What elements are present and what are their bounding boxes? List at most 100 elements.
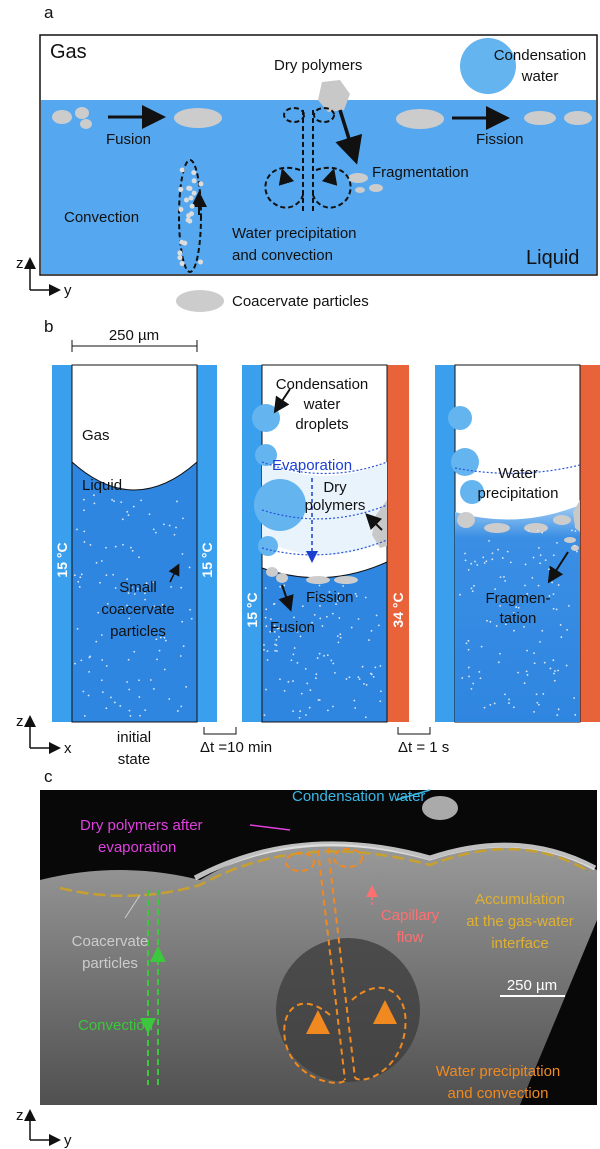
particle (156, 659, 158, 661)
particle (84, 541, 86, 543)
particle (189, 609, 191, 611)
particle (332, 663, 334, 665)
legend-label: Coacervate particles (232, 293, 369, 310)
text-line: Capillary (381, 907, 440, 924)
particle (183, 645, 185, 647)
particle (306, 683, 308, 685)
particle (79, 576, 81, 578)
axis-label: z (16, 255, 24, 272)
particle (371, 630, 373, 632)
particle (101, 679, 103, 681)
particle (319, 699, 321, 701)
particle (349, 676, 351, 678)
particle (83, 530, 85, 532)
particle (373, 676, 375, 678)
particle (368, 639, 370, 641)
particle (500, 576, 502, 578)
particle (190, 204, 195, 209)
gas-label: Gas (82, 427, 110, 444)
text-line: Water precipitation (232, 225, 357, 242)
particle (105, 707, 107, 709)
particle (179, 240, 184, 245)
particle (301, 693, 303, 695)
particle (267, 659, 269, 661)
particle (101, 659, 103, 661)
particle (279, 678, 281, 680)
text-line: tation (500, 610, 537, 627)
text-line: at the gas-water (466, 913, 574, 930)
particle (192, 191, 197, 196)
particle (539, 641, 541, 643)
particle (536, 702, 538, 704)
particle (524, 682, 526, 684)
particle (126, 681, 128, 683)
particle (309, 707, 311, 709)
particle (461, 677, 463, 679)
particle (177, 250, 182, 255)
particle (553, 673, 555, 675)
particle (468, 640, 470, 642)
particle (77, 581, 79, 583)
temperature-label: 15 °C (199, 542, 215, 577)
particle (491, 558, 493, 560)
particle (82, 691, 84, 693)
particle (357, 676, 359, 678)
particle (279, 586, 281, 588)
particle (379, 700, 381, 702)
interval-label: Δt = 1 s (398, 739, 449, 756)
particle (541, 630, 543, 632)
particle (358, 618, 360, 620)
text-line: Dry polymers after (80, 817, 203, 834)
particle (480, 677, 482, 679)
particle (332, 706, 334, 708)
particle (138, 556, 140, 558)
particle (153, 528, 155, 530)
particle (550, 668, 552, 670)
particle (138, 679, 140, 681)
particle (489, 621, 491, 623)
particle (94, 502, 96, 504)
particle (503, 576, 505, 578)
liquid-label: Liquid (82, 477, 122, 494)
particle (144, 709, 146, 711)
particle (465, 559, 467, 561)
particle (334, 672, 336, 674)
particle (553, 593, 555, 595)
particle (476, 564, 478, 566)
particle (189, 211, 194, 216)
particle (468, 649, 470, 651)
particle (471, 587, 473, 589)
particle (513, 630, 515, 632)
particle (198, 181, 203, 186)
particle (305, 668, 307, 670)
text-line: coacervate (101, 601, 174, 618)
particle (484, 562, 486, 564)
particle (468, 667, 470, 669)
state-label: initialstate (117, 729, 151, 768)
particle (274, 650, 276, 652)
particle (302, 605, 304, 607)
particle (482, 556, 484, 558)
particle (110, 697, 112, 699)
particle (553, 554, 555, 556)
convection-label: Convection (78, 1017, 153, 1034)
particle (338, 617, 340, 619)
particle (185, 686, 187, 688)
particle (536, 693, 538, 695)
particle (122, 544, 124, 546)
particle (573, 697, 575, 699)
particle (366, 684, 368, 686)
particle (319, 653, 321, 655)
particle (129, 710, 131, 712)
particle (305, 714, 307, 716)
particle (574, 714, 576, 716)
particle (494, 703, 496, 705)
particle (89, 656, 91, 658)
particle (178, 187, 183, 192)
particle (558, 708, 560, 710)
particle (534, 662, 536, 664)
particle (169, 525, 171, 527)
particle (542, 693, 544, 695)
